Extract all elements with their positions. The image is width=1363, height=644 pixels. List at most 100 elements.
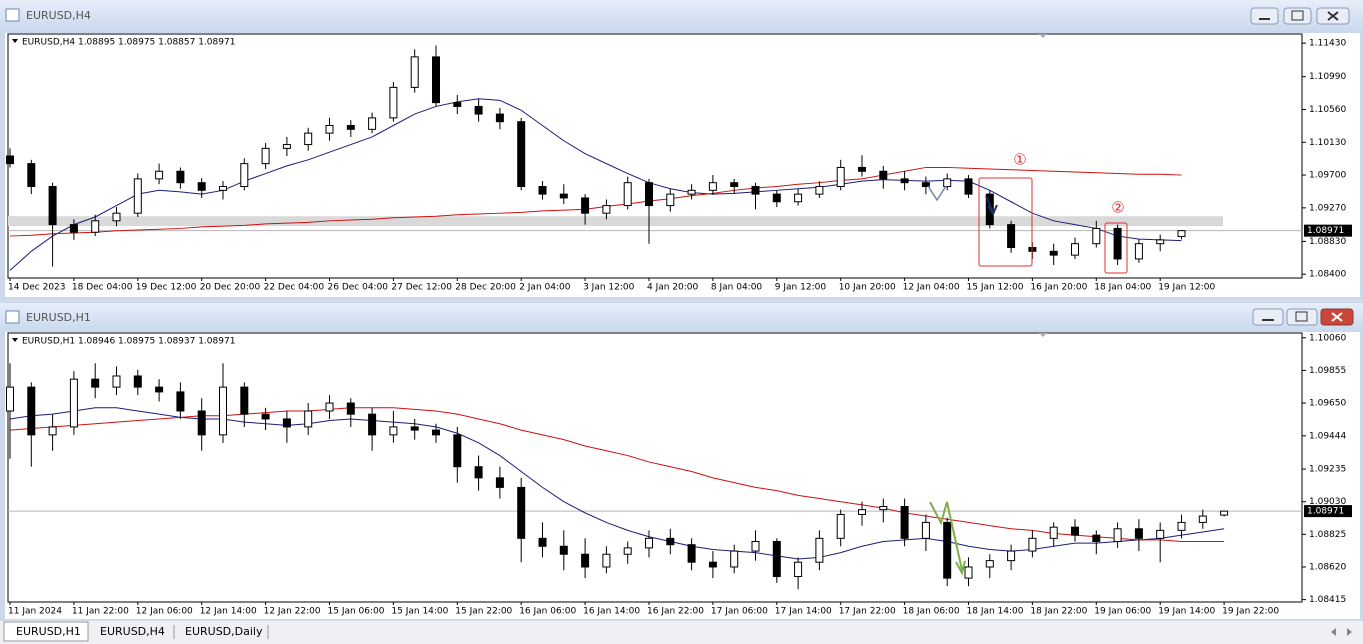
candle-body [112,212,121,222]
arrow [927,185,947,202]
x-tick-label: 12 Jan 14:00 [200,607,257,617]
y-tick-label: 1.09650 [1309,399,1346,409]
candle-body [815,186,824,195]
chart-area [5,33,1360,297]
shift-marker [1039,333,1047,337]
info-marker [12,338,18,342]
candle-body [1177,230,1186,237]
candle-body [325,402,334,412]
y-tick-label: 1.09444 [1309,431,1346,441]
x-tick-label: 11 Jan 2024 [8,607,62,617]
x-tick-label: 15 Jan 06:00 [328,607,385,617]
candle-body [219,186,227,191]
candle-body [1028,537,1037,552]
candle-body [900,505,909,539]
tab[interactable]: EURUSD,H4 [100,625,165,638]
candle-body [1007,550,1016,562]
y-tick-label: 1.09855 [1309,366,1346,376]
shift-marker [1039,34,1047,38]
info-marker [12,39,18,43]
candle-body [708,561,717,568]
candle-body [48,186,57,226]
moving-average [9,407,1225,560]
y-tick-label: 1.08825 [1309,530,1346,540]
x-tick-label: 15 Jan 22:00 [455,607,512,617]
candle-body [559,545,568,555]
x-tick-label: 19 Jan 22:00 [1222,607,1279,617]
title-bar [0,303,1363,331]
candle-body [1177,521,1186,531]
candle-body [389,426,398,436]
candle-body [432,56,440,104]
arrow [985,195,998,217]
candle-body [48,426,57,436]
candle-body [517,121,526,187]
candle-body [687,189,696,195]
x-tick-label: 27 Dec 12:00 [391,283,452,293]
window-buttons[interactable] [1250,7,1350,25]
x-tick-label: 15 Jan 12:00 [967,283,1024,293]
candle-body [304,132,313,146]
candle-body [91,220,100,233]
x-tick-label: 18 Jan 22:00 [1030,607,1087,617]
candle-body [645,182,653,207]
candle-body [410,426,419,431]
candle-body [432,429,440,436]
x-tick-label: 28 Dec 20:00 [455,283,516,293]
x-tick-label: 19 Dec 12:00 [136,283,197,293]
candle-body [858,166,866,172]
candle-body [623,182,632,207]
y-tick-label: 1.10060 [1309,333,1346,343]
x-tick-label: 16 Jan 06:00 [519,607,576,617]
x-tick-label: 18 Dec 04:00 [72,283,133,293]
candle-body [6,386,14,412]
tab[interactable]: EURUSD,Daily [185,625,263,638]
candle-body [708,182,717,191]
highlight-box [978,177,1033,267]
x-tick-label: 8 Jan 04:00 [711,283,763,293]
x-tick-label: 17 Jan 22:00 [839,607,896,617]
y-tick-label: 1.10560 [1309,105,1346,115]
candle-body [772,541,781,578]
y-tick-label: 1.10130 [1309,138,1346,148]
window-buttons[interactable] [1252,308,1354,326]
candle-body [559,193,568,199]
x-tick-label: 22 Dec 04:00 [264,283,325,293]
candle-body [282,144,291,149]
tab-active[interactable] [3,621,89,642]
candle-body [368,117,377,130]
candle-body [27,386,36,436]
highlight-box [1104,222,1128,274]
candle-body [1198,515,1207,523]
window-title: EURUSD,H4 [26,9,91,22]
x-tick-label: 17 Jan 06:00 [711,607,768,617]
candle-body [964,178,973,195]
candle-body [836,166,845,187]
candle-body [645,537,653,549]
candle-body [453,102,462,107]
chart-info: EURUSD,H1 1.08946 1.08975 1.08937 1.0897… [22,337,235,347]
x-tick-label: 14 Dec 2023 [8,283,66,293]
tab-scroll[interactable] [1331,628,1352,636]
arrow [929,501,966,576]
chart-info: EURUSD,H4 1.08895 1.08975 1.08857 1.0897… [22,38,235,48]
tab[interactable]: EURUSD,H1 [16,625,81,638]
candle-body [602,205,611,214]
y-tick-label: 1.10990 [1309,72,1346,82]
x-tick-label: 15 Jan 14:00 [391,607,448,617]
candle-body [730,550,739,568]
candle-body [1007,224,1016,248]
plot-frame [7,332,1303,603]
moving-average [9,166,1182,237]
candle-body [985,560,994,568]
current-price-box [1304,505,1352,518]
candle-body [538,537,547,547]
price-zone [8,216,1223,227]
y-tick-label: 1.09270 [1309,203,1346,213]
window-icon [5,310,20,324]
candle-body [410,56,419,88]
candle-body [517,486,526,539]
candle-body [666,537,675,546]
candle-body [900,178,909,184]
